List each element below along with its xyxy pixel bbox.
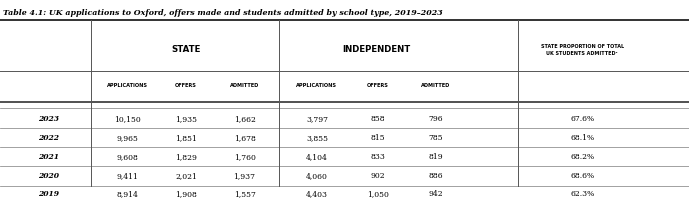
Text: 2021: 2021: [38, 153, 59, 161]
Text: STATE: STATE: [172, 46, 200, 54]
Text: 2019: 2019: [38, 190, 59, 198]
Text: 2020: 2020: [38, 172, 59, 180]
Text: 833: 833: [370, 153, 385, 161]
Text: ADMITTED: ADMITTED: [421, 83, 450, 88]
Text: 796: 796: [428, 115, 443, 123]
Text: 9,608: 9,608: [116, 153, 138, 161]
Text: ADMITTED: ADMITTED: [230, 83, 259, 88]
Text: 819: 819: [428, 153, 443, 161]
Text: APPLICATIONS: APPLICATIONS: [107, 83, 148, 88]
Text: 942: 942: [428, 190, 443, 198]
Text: 4,104: 4,104: [306, 153, 328, 161]
Text: OFFERS: OFFERS: [367, 83, 389, 88]
Text: 1,937: 1,937: [234, 172, 256, 180]
Text: 2022: 2022: [38, 134, 59, 142]
Text: 785: 785: [428, 134, 443, 142]
Text: 8,914: 8,914: [116, 190, 138, 198]
Text: 1,908: 1,908: [175, 190, 197, 198]
Text: 2,021: 2,021: [175, 172, 197, 180]
Text: 4,060: 4,060: [306, 172, 328, 180]
Text: 9,411: 9,411: [116, 172, 138, 180]
Text: 3,855: 3,855: [306, 134, 328, 142]
Text: 4,403: 4,403: [306, 190, 328, 198]
Text: Table 4.1: UK applications to Oxford, offers made and students admitted by schoo: Table 4.1: UK applications to Oxford, of…: [3, 9, 443, 17]
Text: 1,760: 1,760: [234, 153, 256, 161]
Text: 1,851: 1,851: [175, 134, 197, 142]
Text: 62.3%: 62.3%: [570, 190, 595, 198]
Text: 68.1%: 68.1%: [570, 134, 595, 142]
Text: 67.6%: 67.6%: [570, 115, 595, 123]
Text: 1,935: 1,935: [175, 115, 197, 123]
Text: 9,965: 9,965: [116, 134, 138, 142]
Text: 3,797: 3,797: [306, 115, 328, 123]
Text: 886: 886: [428, 172, 443, 180]
Text: 858: 858: [370, 115, 385, 123]
Text: STATE PROPORTION OF TOTAL
UK STUDENTS ADMITTED¹: STATE PROPORTION OF TOTAL UK STUDENTS AD…: [541, 44, 624, 56]
Text: 1,678: 1,678: [234, 134, 256, 142]
Text: 2023: 2023: [38, 115, 59, 123]
Text: 68.6%: 68.6%: [570, 172, 595, 180]
Text: 68.2%: 68.2%: [570, 153, 595, 161]
Text: 10,150: 10,150: [114, 115, 141, 123]
Text: 902: 902: [370, 172, 385, 180]
Text: OFFERS: OFFERS: [175, 83, 197, 88]
Text: 815: 815: [370, 134, 385, 142]
Text: 1,050: 1,050: [367, 190, 389, 198]
Text: 1,557: 1,557: [234, 190, 256, 198]
Text: INDEPENDENT: INDEPENDENT: [342, 46, 411, 54]
Text: 1,662: 1,662: [234, 115, 256, 123]
Text: 1,829: 1,829: [175, 153, 197, 161]
Text: APPLICATIONS: APPLICATIONS: [296, 83, 338, 88]
